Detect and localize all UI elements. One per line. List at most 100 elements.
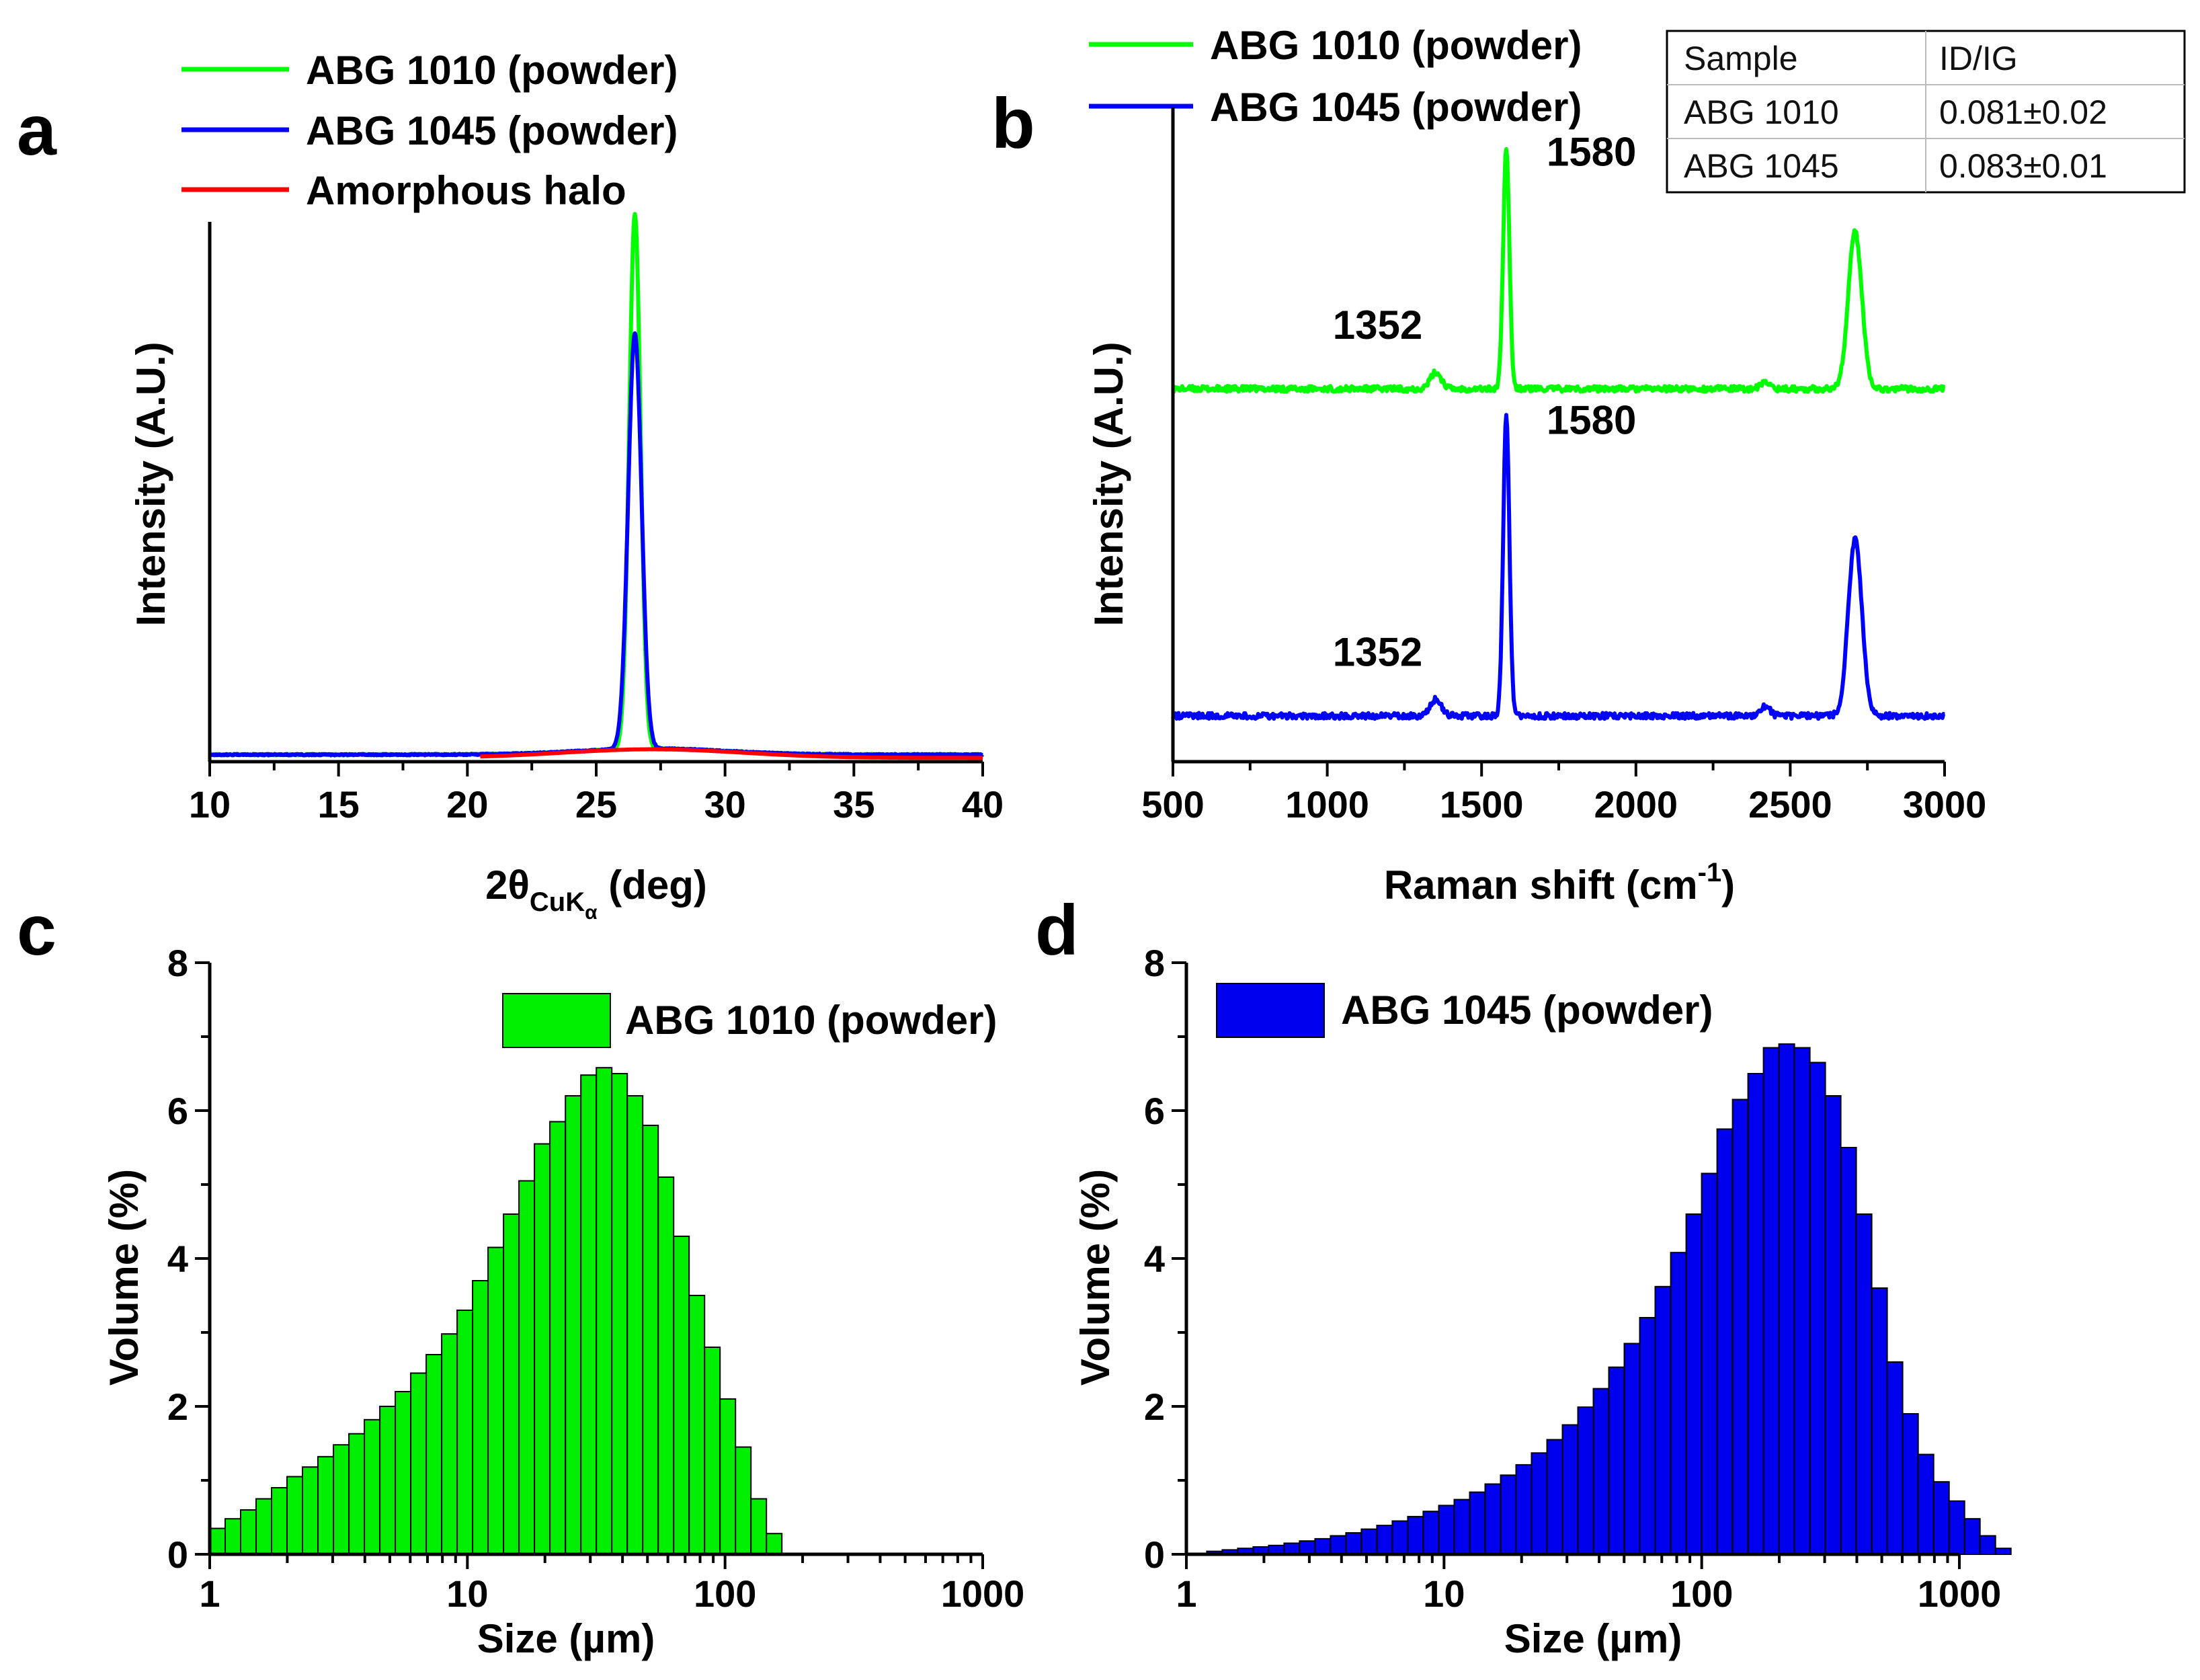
histogram-bar	[766, 1533, 783, 1555]
x-tick-label: 100	[694, 1572, 756, 1615]
x-tick-label: 10	[446, 1572, 488, 1615]
y-tick-label: 8	[167, 942, 188, 984]
panel-d-bars	[1206, 1043, 2012, 1556]
histogram-bar	[1484, 1483, 1502, 1555]
table-header-idig: ID/IG	[1939, 40, 2018, 77]
legend-swatch-abg1010	[502, 993, 611, 1048]
panel-b-xlabel: Raman shift (cm-1)	[1384, 858, 1735, 908]
legend-label-abg1045: ABG 1045 (powder)	[1341, 988, 1713, 1033]
histogram-bar	[1592, 1388, 1610, 1556]
histogram-bar	[719, 1398, 737, 1555]
histogram-bar	[1546, 1439, 1563, 1555]
histogram-bar	[1608, 1366, 1625, 1555]
id-ig-table: Sample ID/IG ABG 1010 0.081±0.02 ABG 104…	[1666, 30, 2186, 194]
histogram-bar	[379, 1406, 397, 1555]
histogram-bar	[1469, 1491, 1486, 1556]
panel-b-legend: ABG 1010 (powder) ABG 1045 (powder)	[1089, 23, 1582, 130]
panel-letter-d: d	[1035, 891, 1079, 970]
histogram-bar	[611, 1073, 628, 1555]
histogram-bar	[1886, 1361, 1904, 1555]
panel-c-bars	[209, 1067, 783, 1556]
histogram-bar	[1299, 1540, 1316, 1555]
panel-b-raman: ABG 1010 (powder) ABG 1045 (powder) Samp…	[1086, 23, 2186, 908]
peak-annotation: 1580	[1547, 129, 1636, 174]
panel-c-axes: 1 10 100 1000 0 2 4 6 8	[167, 942, 1024, 1615]
x-tick-label: 1000	[1918, 1572, 2002, 1615]
histogram-bar	[596, 1067, 613, 1555]
x-tick-label: 2000	[1594, 783, 1678, 826]
histogram-bar	[1685, 1213, 1703, 1555]
histogram-bar	[750, 1498, 768, 1555]
histogram-bar	[1701, 1172, 1718, 1555]
histogram-bar	[1407, 1515, 1424, 1555]
histogram-bar	[472, 1280, 489, 1555]
xlabel-close: )	[1721, 863, 1735, 908]
histogram-bar	[1639, 1317, 1656, 1555]
x-tick-label: 100	[1670, 1572, 1733, 1615]
y-tick-label: 8	[1144, 942, 1165, 984]
panel-letter-c: c	[17, 891, 56, 970]
histogram-bar	[1871, 1287, 1888, 1555]
panel-b-axes: 500 1000 1500 2000 2500 3000	[1141, 108, 1986, 826]
legend-label-abg1010: ABG 1010 (powder)	[1210, 23, 1582, 68]
histogram-bar	[1376, 1525, 1393, 1556]
xlabel-unit: (deg)	[598, 863, 707, 908]
y-tick-label: 6	[1144, 1090, 1165, 1132]
histogram-bar	[1391, 1520, 1409, 1555]
peak-annotation: 1352	[1333, 630, 1422, 675]
xlabel-sub: CuK	[530, 887, 585, 917]
histogram-bar	[1531, 1452, 1548, 1556]
histogram-bar	[410, 1372, 427, 1555]
x-tick-label: 40	[962, 783, 1004, 826]
histogram-bar	[348, 1433, 366, 1555]
histogram-bar	[1330, 1535, 1347, 1555]
histogram-bar	[271, 1487, 288, 1555]
table-cell: ABG 1045	[1684, 147, 1839, 185]
series-line	[479, 747, 984, 760]
histogram-bar	[1654, 1285, 1672, 1556]
x-tick-label: 1	[1176, 1572, 1196, 1615]
y-tick-label: 4	[167, 1238, 188, 1280]
legend-label-abg1010: ABG 1010 (powder)	[625, 998, 997, 1043]
histogram-bar	[1809, 1062, 1826, 1555]
panel-a-ylabel: Intensity (A.U.)	[128, 342, 173, 626]
histogram-bar	[1917, 1453, 1934, 1555]
legend-label-abg1010: ABG 1010 (powder)	[306, 48, 678, 93]
y-tick-label: 6	[167, 1090, 188, 1132]
histogram-bar	[487, 1246, 505, 1555]
xlabel-sup: -1	[1698, 858, 1722, 887]
x-tick-label: 2500	[1748, 783, 1832, 826]
table-header-sample: Sample	[1684, 40, 1798, 77]
panel-c-xlabel: Size (µm)	[477, 1616, 655, 1661]
x-tick-label: 500	[1141, 783, 1204, 826]
xlabel-main: 2θ	[485, 863, 530, 908]
histogram-bar	[456, 1310, 474, 1555]
histogram-bar	[673, 1236, 690, 1555]
histogram-bar	[1948, 1500, 1965, 1556]
xlabel-main: Raman shift (cm	[1384, 863, 1698, 908]
histogram-bar	[1438, 1505, 1455, 1555]
panel-c-ylabel: Volume (%)	[101, 1169, 147, 1386]
panel-c-size-dist: 1 10 100 1000 0 2 4 6 8 ABG 1010 (powder) Volume…	[101, 942, 1024, 1661]
panel-a-xrd: ABG 1010 (powder) ABG 1045 (powder) Amor…	[128, 48, 1004, 924]
histogram-bar	[1670, 1252, 1687, 1555]
legend-swatch-abg1045	[1216, 983, 1325, 1038]
peak-annotation: 1580	[1547, 397, 1636, 442]
histogram-bar	[1840, 1147, 1857, 1555]
histogram-bar	[1422, 1511, 1440, 1555]
histogram-bar	[1979, 1535, 1996, 1555]
histogram-bar	[286, 1476, 303, 1555]
panel-d-ylabel: Volume (%)	[1073, 1169, 1118, 1386]
histogram-bar	[209, 1527, 226, 1555]
histogram-bar	[1500, 1474, 1517, 1556]
series-line	[1171, 413, 1946, 721]
histogram-bar	[255, 1498, 272, 1555]
histogram-bar	[688, 1295, 706, 1555]
x-tick-label: 35	[833, 783, 874, 826]
table-cell: ABG 1010	[1684, 93, 1839, 131]
x-tick-label: 1000	[1285, 783, 1369, 826]
histogram-bar	[1345, 1532, 1362, 1556]
legend-label-halo: Amorphous halo	[306, 168, 626, 213]
histogram-bar	[534, 1143, 551, 1555]
histogram-bar	[1623, 1343, 1641, 1555]
